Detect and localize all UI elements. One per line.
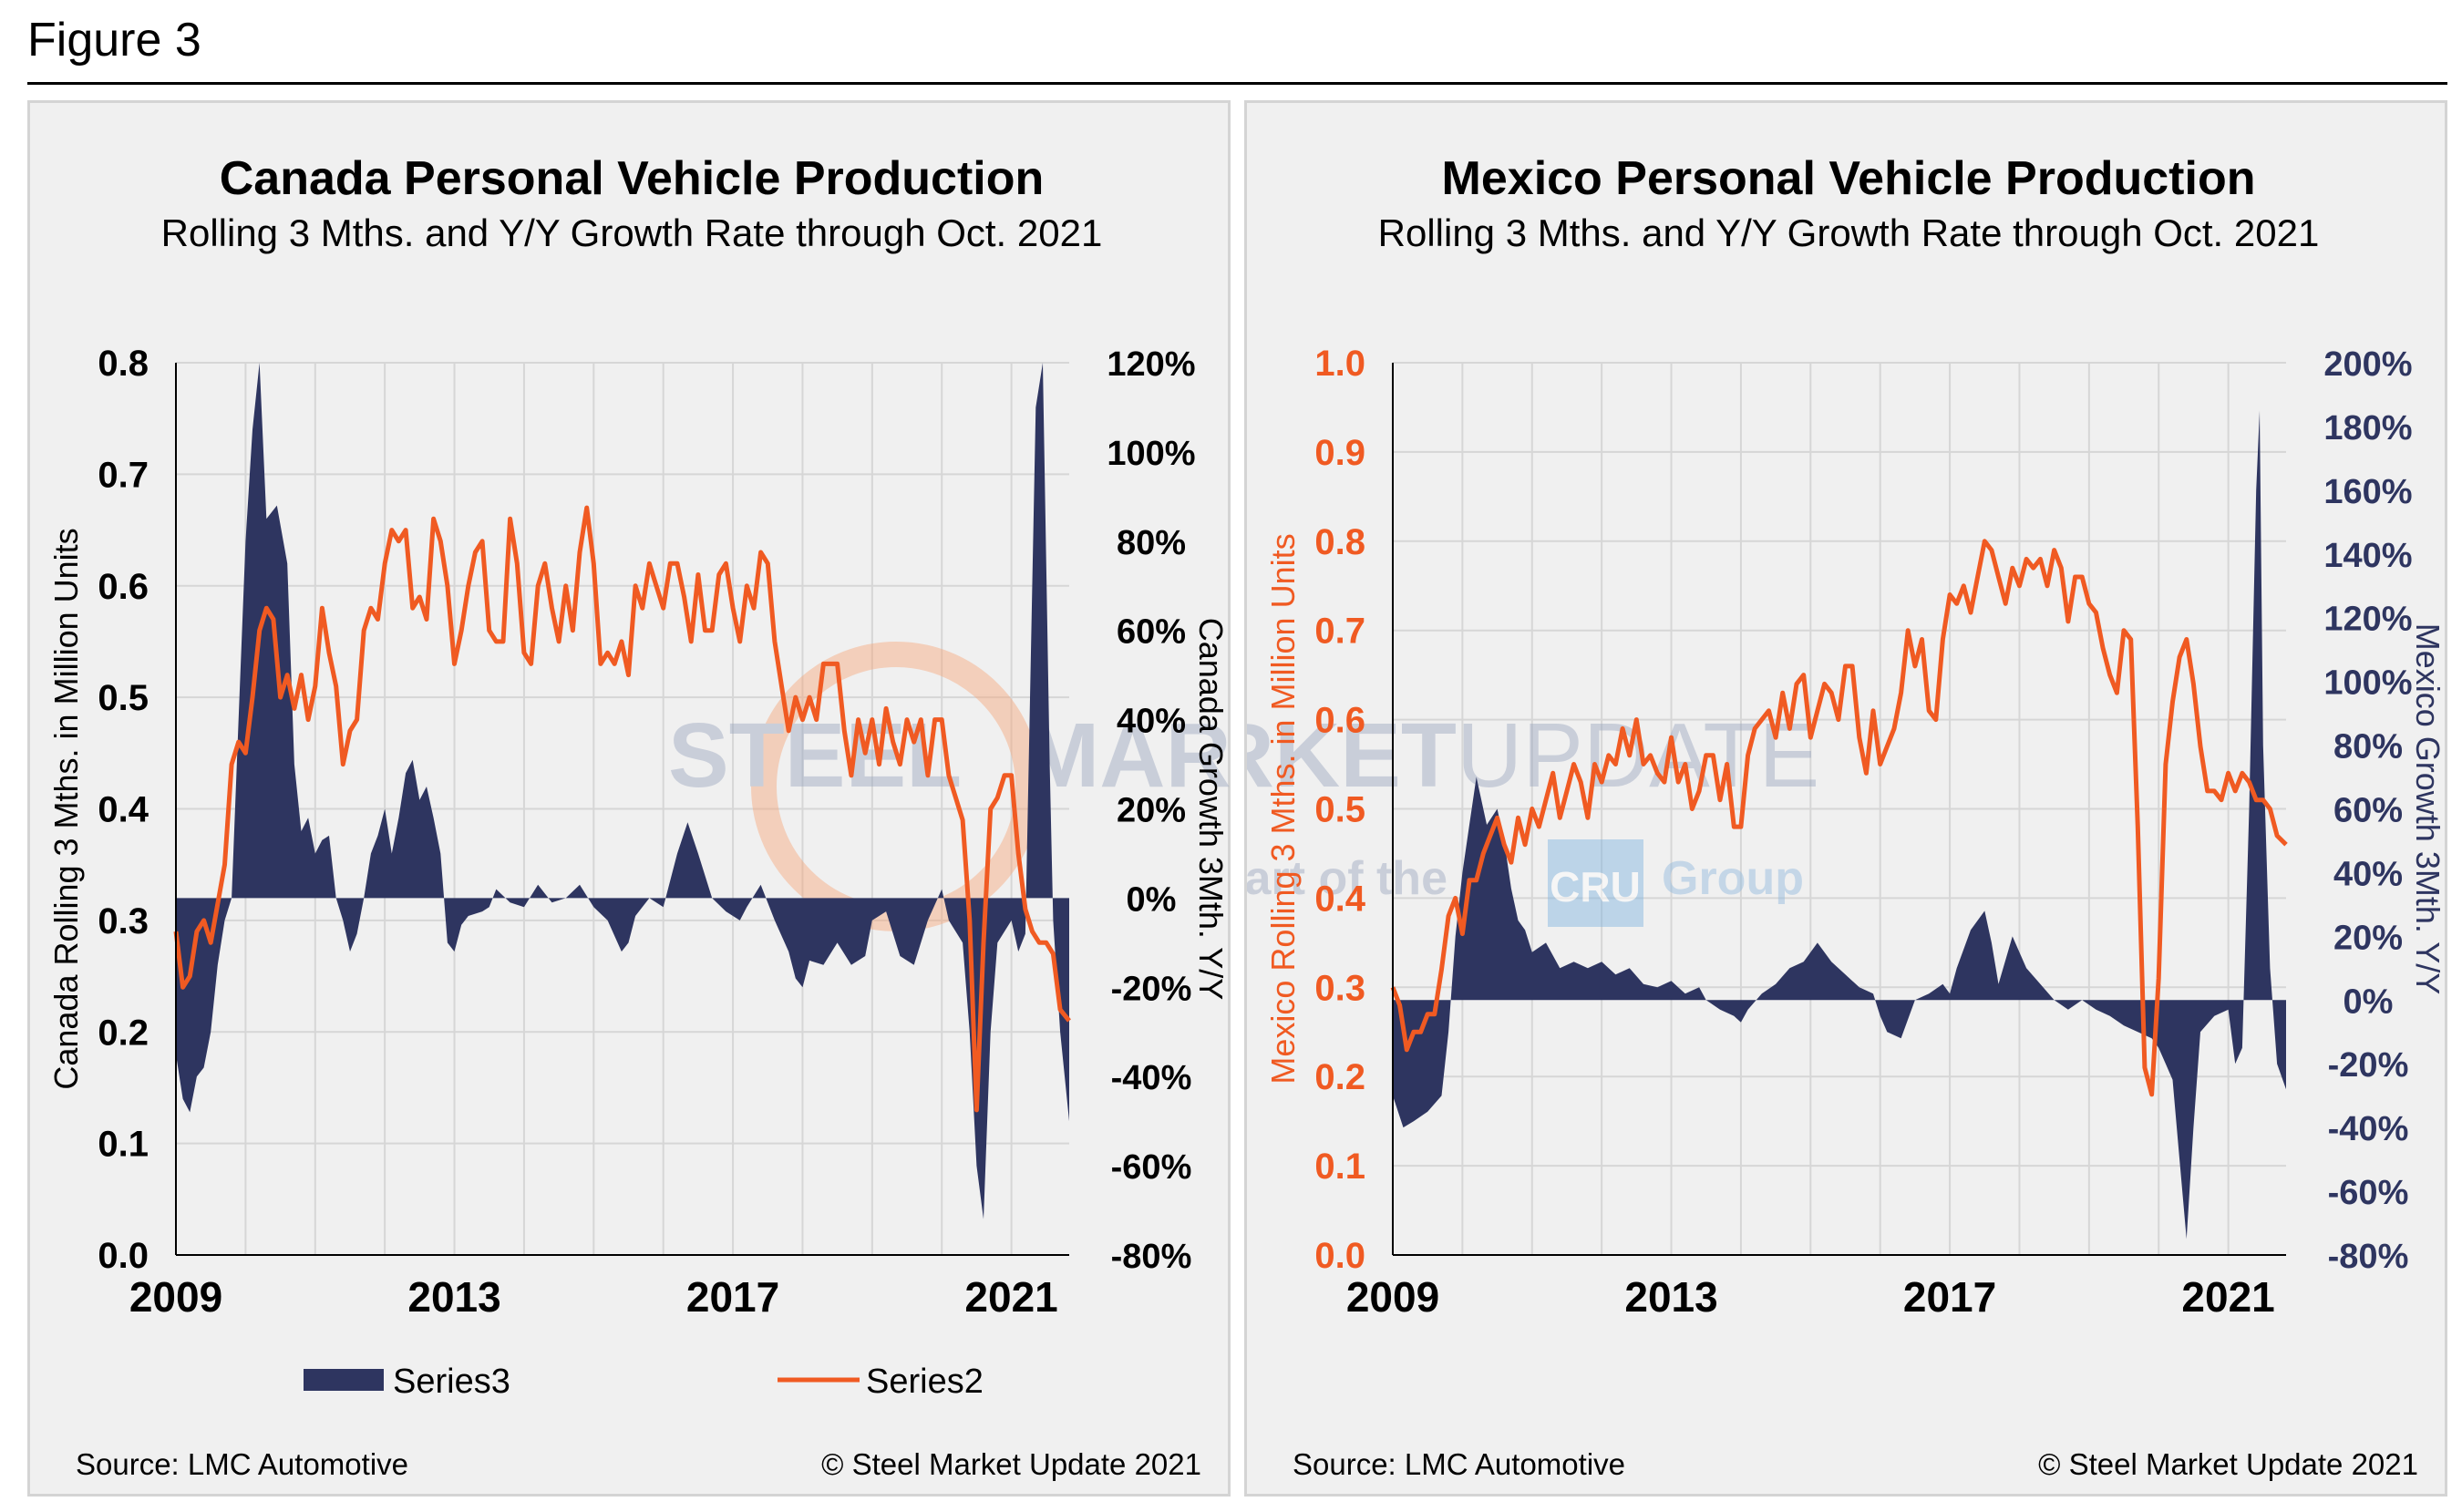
y-tick-label: 0.7 [98,455,149,495]
y-tick-label: 0.0 [1314,1236,1365,1276]
y2-tick-label: 60% [1117,613,1186,652]
x-tick-label: 2017 [1903,1273,1996,1321]
copyright-note: © Steel Market Update 2021 [821,1447,1201,1481]
y-tick-label: 0.1 [98,1125,149,1165]
chart-title: Canada Personal Vehicle Production [220,152,1045,205]
y-tick-label: 0.1 [1314,1147,1365,1187]
y-tick-label: 0.4 [98,790,149,830]
y-axis-title: Canada Rolling 3 Mths. in Million Units [47,528,85,1089]
y-tick-label: 0.3 [98,901,149,941]
y2-tick-label: 60% [2333,792,2403,830]
y2-tick-label: 200% [2323,345,2412,384]
y2-tick-label: 100% [2323,664,2412,703]
y-tick-label: 0.5 [98,678,149,718]
x-tick-label: 2021 [964,1273,1057,1321]
mexico-chart-panel: Mexico Personal Vehicle Production Rollin… [1244,100,2447,1497]
y2-tick-label: 180% [2323,409,2412,447]
y2-tick-label: 120% [1107,345,1195,384]
x-tick-label: 2021 [2181,1273,2274,1321]
y-axis-title: Mexico Rolling 3 Mths. in Million Units [1264,533,1302,1084]
y2-tick-label: 120% [2323,601,2412,639]
y2-tick-label: 20% [2333,919,2403,957]
y-tick-label: 0.3 [1314,968,1365,1008]
canada-chart-panel: Canada Personal Vehicle Production Rollin… [27,100,1233,1497]
watermark-cru: CRU [1550,863,1641,910]
y-tick-label: 0.0 [98,1236,149,1276]
y-tick-label: 0.4 [1314,879,1365,919]
x-tick-label: 2009 [1346,1273,1439,1321]
copyright-note: © Steel Market Update 2021 [2038,1447,2418,1481]
mexico-chart: Mexico Personal Vehicle Production Rollin… [1247,152,2447,1481]
legend-area-label: Series3 [393,1363,510,1401]
y-tick-label: 0.7 [1314,612,1365,652]
y-tick-label: 0.8 [1314,522,1365,562]
x-tick-label: 2013 [407,1273,500,1321]
y2-tick-label: 80% [2333,728,2403,766]
chart-subtitle: Rolling 3 Mths. and Y/Y Growth Rate thro… [161,211,1103,254]
watermark-cru-box [1548,839,1643,927]
watermark-market: MARKET [1024,705,1233,807]
chart-subtitle: Rolling 3 Mths. and Y/Y Growth Rate thro… [1378,211,2320,254]
y-tick-label: 0.2 [1314,1057,1365,1097]
y2-tick-label: 160% [2323,473,2412,511]
y2-tick-label: 80% [1117,524,1186,562]
x-tick-label: 2017 [686,1273,779,1321]
watermark-group: Group [1662,852,1804,905]
series2-line [173,505,1071,1113]
y2-tick-label: -80% [1111,1238,1192,1276]
y2-tick-label: -40% [1111,1059,1192,1097]
y2-tick-label: -40% [2328,1110,2409,1148]
y2-tick-label: 0% [1127,880,1177,919]
figure-label: Figure 3 [27,14,201,67]
source-note: Source: LMC Automotive [1293,1447,1625,1481]
y2-axis-title: Canada Growth 3Mth. Y/Y [1192,618,1230,1001]
y-tick-label: 0.8 [98,344,149,384]
legend-area-swatch [304,1369,384,1391]
source-note: Source: LMC Automotive [76,1447,408,1481]
y-tick-label: 0.6 [98,567,149,607]
figure-divider [27,82,2447,85]
y2-tick-label: 40% [1117,703,1186,741]
watermark-market: MARKET [1247,705,1457,807]
y-tick-label: 1.0 [1314,344,1365,384]
series3-area [176,363,1069,1219]
y-tick-label: 0.6 [1314,701,1365,741]
x-tick-label: 2009 [129,1273,222,1321]
chart-title: Mexico Personal Vehicle Production [1442,152,2256,205]
y2-tick-label: -20% [2328,1046,2409,1085]
y-tick-label: 0.2 [98,1013,149,1053]
y2-tick-label: 140% [2323,537,2412,575]
y-tick-label: 0.5 [1314,790,1365,830]
y2-tick-label: -20% [1111,970,1192,1008]
series2-line [1390,539,2288,1097]
watermark: STEEL MARKET [668,642,1233,931]
y2-tick-label: -60% [1111,1148,1192,1187]
y2-tick-label: -80% [2328,1238,2409,1276]
y2-axis-title: Mexico Growth 3Mth. Y/Y [2409,623,2447,994]
watermark-steel: STEEL [668,705,962,807]
y2-tick-label: 20% [1117,792,1186,830]
legend-line-label: Series2 [866,1363,984,1401]
watermark-part-of: Part of the [1247,852,1447,905]
y2-tick-label: 100% [1107,435,1195,473]
y2-tick-label: 40% [2333,855,2403,893]
y2-tick-label: 0% [2344,982,2394,1021]
y-tick-label: 0.9 [1314,433,1365,473]
canada-chart: Canada Personal Vehicle Production Rollin… [47,152,1233,1481]
x-tick-label: 2013 [1624,1273,1717,1321]
y2-tick-label: -60% [2328,1174,2409,1212]
